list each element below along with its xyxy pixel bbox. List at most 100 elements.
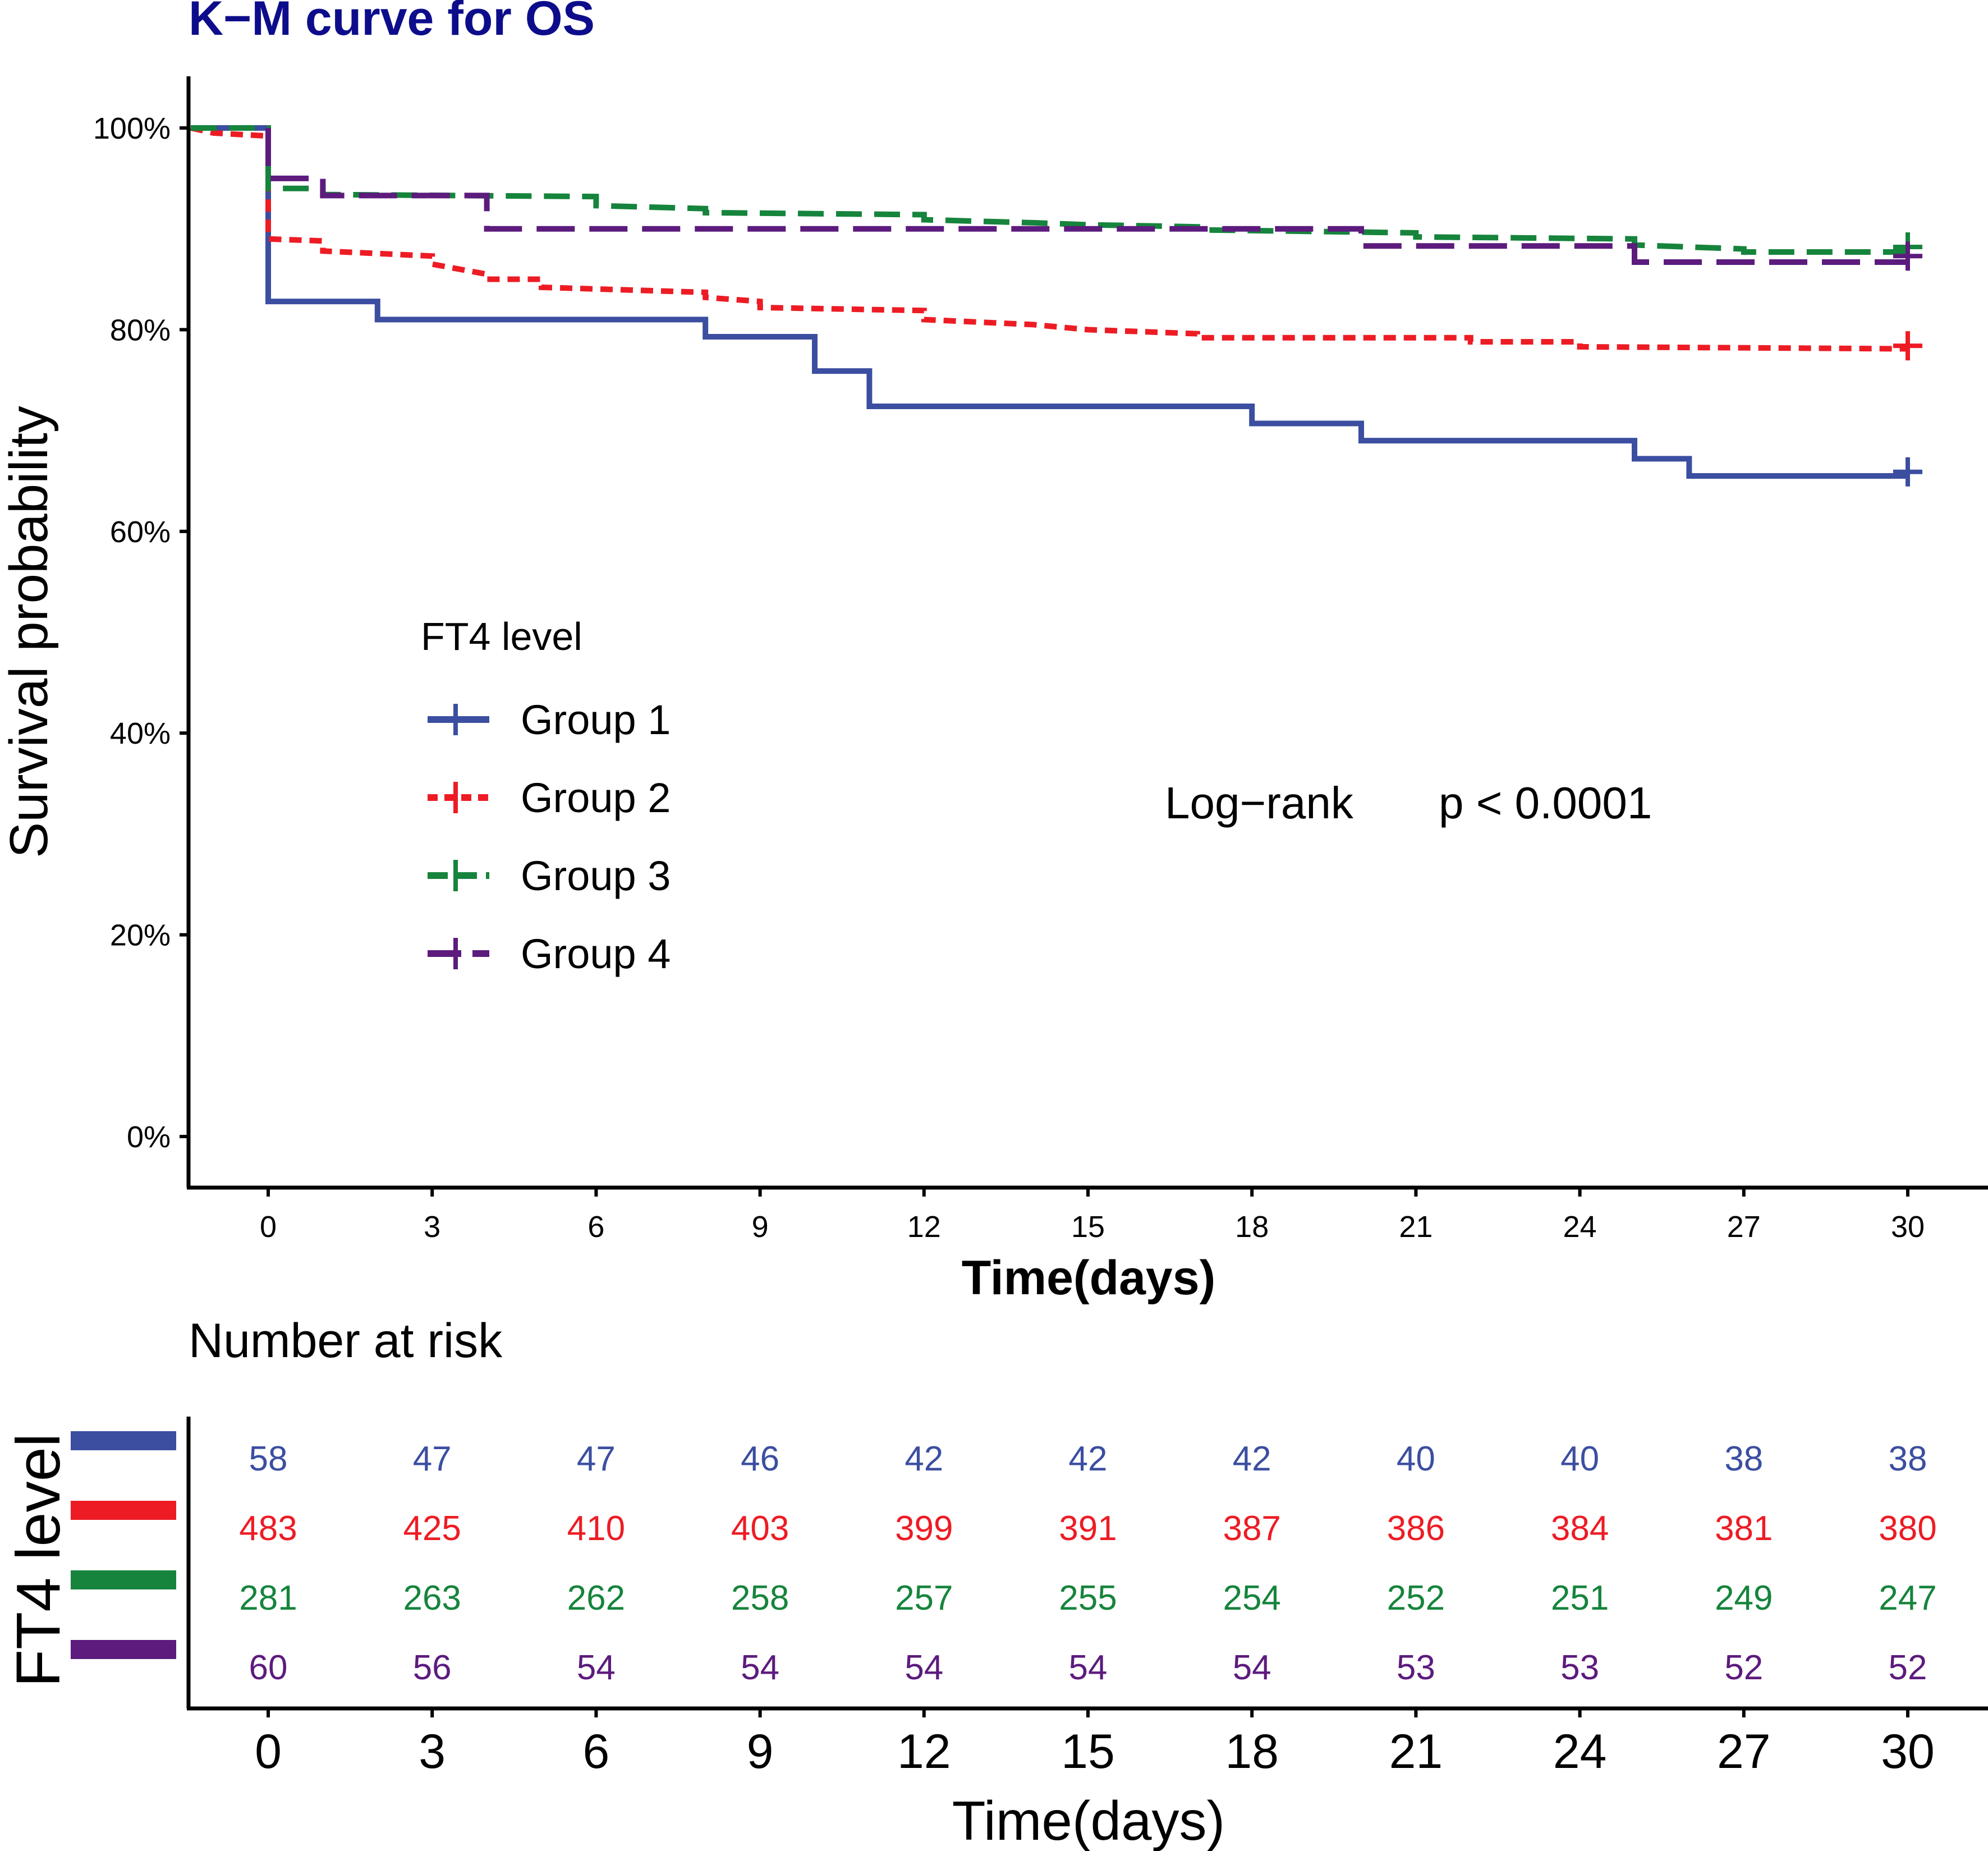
x-tick-label: 0 [260,1210,277,1244]
x-tick-label: 30 [1891,1210,1925,1244]
risk-cell: 254 [1223,1579,1280,1618]
risk-cell: 425 [403,1509,461,1548]
x-tick-label: 15 [1071,1210,1105,1244]
risk-x-tick-label: 30 [1881,1725,1935,1779]
risk-swatch-group-4 [71,1640,176,1659]
risk-cell: 40 [1397,1440,1435,1478]
risk-cell: 46 [741,1440,779,1478]
risk-cell: 52 [1724,1648,1763,1687]
y-tick-label: 60% [110,515,171,549]
risk-x-tick-label: 24 [1553,1725,1607,1779]
y-tick-label: 80% [110,313,171,347]
risk-x-tick-label: 9 [747,1725,774,1779]
risk-cell: 47 [413,1440,452,1478]
risk-cell: 58 [249,1440,288,1478]
risk-cell: 38 [1724,1440,1763,1478]
y-tick-label: 20% [110,919,171,952]
legend-label-group-2: Group 2 [521,775,671,821]
survival-plot: 0% 20% 40% 60% 80% 100% 0 3 6 9 12 15 18 21 24 27 30 Ti… [0,76,1988,1305]
x-tick-label: 3 [424,1210,440,1244]
risk-cell: 40 [1560,1440,1599,1478]
risk-cell: 257 [895,1579,953,1618]
risk-cell: 247 [1879,1579,1936,1618]
risk-swatch-group-2 [71,1501,176,1520]
risk-cell: 52 [1889,1648,1927,1687]
risk-cell: 53 [1560,1648,1599,1687]
risk-table-group-swatches [71,1431,176,1659]
log-rank-label: Log−rank [1165,778,1354,828]
risk-table-x-ticks: 0 3 6 9 12 15 18 21 24 27 30 [255,1708,1935,1779]
risk-cell: 54 [1233,1648,1271,1687]
x-tick-label: 9 [752,1210,769,1244]
x-axis-ticks: 0 3 6 9 12 15 18 21 24 27 30 [260,1188,1925,1244]
curve-group-1 [191,125,1908,479]
y-tick-label: 0% [127,1120,171,1154]
curve-group-4 [265,128,1908,265]
curve-group-2 [190,125,1908,352]
x-tick-label: 12 [907,1210,941,1244]
x-tick-label: 27 [1727,1210,1761,1244]
risk-cell: 251 [1551,1579,1609,1618]
risk-cell: 60 [249,1648,288,1687]
risk-x-tick-label: 6 [582,1725,609,1779]
risk-cell: 42 [1069,1440,1108,1478]
y-tick-label: 100% [93,112,171,145]
risk-cell: 281 [239,1579,297,1618]
x-tick-label: 18 [1235,1210,1269,1244]
risk-table-cells: 58 47 47 46 42 42 42 40 40 38 38 483 425 410 403 399 391… [239,1440,1936,1687]
legend-label-group-3: Group 3 [521,853,671,899]
survival-curves [190,125,1922,487]
risk-x-tick-label: 21 [1389,1725,1443,1779]
y-axis-ticks: 0% 20% 40% 60% 80% 100% [93,112,189,1154]
risk-cell: 56 [413,1648,452,1687]
risk-cell: 249 [1715,1579,1773,1618]
legend: FT4 level Group 1 Group 2 Group 3 Group 4 [421,615,671,977]
x-axis-label: Time(days) [962,1251,1215,1305]
risk-cell: 483 [239,1509,297,1548]
risk-cell: 54 [577,1648,616,1687]
risk-cell: 42 [905,1440,943,1478]
risk-x-tick-label: 3 [419,1725,446,1779]
risk-cell: 263 [403,1579,461,1618]
legend-items: Group 1 Group 2 Group 3 Group 4 [428,697,671,977]
risk-cell: 54 [905,1648,943,1687]
risk-x-tick-label: 18 [1225,1725,1279,1779]
risk-x-tick-label: 12 [897,1725,951,1779]
risk-cell: 54 [741,1648,779,1687]
x-tick-label: 21 [1399,1210,1433,1244]
risk-table-x-axis-label: Time(days) [952,1790,1225,1851]
p-value-label: p < 0.0001 [1439,778,1652,828]
risk-x-tick-label: 15 [1061,1725,1115,1779]
risk-x-tick-label: 0 [255,1725,282,1779]
chart-title: K−M curve for OS [189,0,595,45]
y-tick-label: 40% [110,717,171,750]
risk-cell: 252 [1387,1579,1445,1618]
risk-cell: 42 [1233,1440,1271,1478]
risk-table-y-axis-label: FT4 level [4,1433,73,1687]
risk-cell: 53 [1397,1648,1435,1687]
risk-cell: 410 [567,1509,625,1548]
risk-cell: 403 [731,1509,789,1548]
legend-label-group-4: Group 4 [521,931,671,977]
legend-title: FT4 level [421,615,582,658]
risk-cell: 54 [1069,1648,1108,1687]
legend-label-group-1: Group 1 [521,697,671,743]
risk-swatch-group-3 [71,1570,176,1589]
risk-cell: 381 [1715,1509,1773,1548]
curve-group-3 [191,125,1908,255]
risk-table: Number at risk 58 47 47 46 42 42 42 40 40 38 38 483… [4,1314,1988,1851]
risk-cell: 399 [895,1509,953,1548]
risk-cell: 262 [567,1579,625,1618]
risk-cell: 387 [1223,1509,1280,1548]
x-tick-label: 6 [587,1210,604,1244]
risk-cell: 391 [1059,1509,1117,1548]
risk-swatch-group-1 [71,1431,176,1450]
risk-cell: 47 [577,1440,616,1478]
x-tick-label: 24 [1563,1210,1597,1244]
y-axis-label: Survival probability [0,406,59,858]
risk-cell: 384 [1551,1509,1609,1548]
risk-cell: 38 [1889,1440,1927,1478]
risk-cell: 255 [1059,1579,1117,1618]
risk-cell: 386 [1387,1509,1445,1548]
